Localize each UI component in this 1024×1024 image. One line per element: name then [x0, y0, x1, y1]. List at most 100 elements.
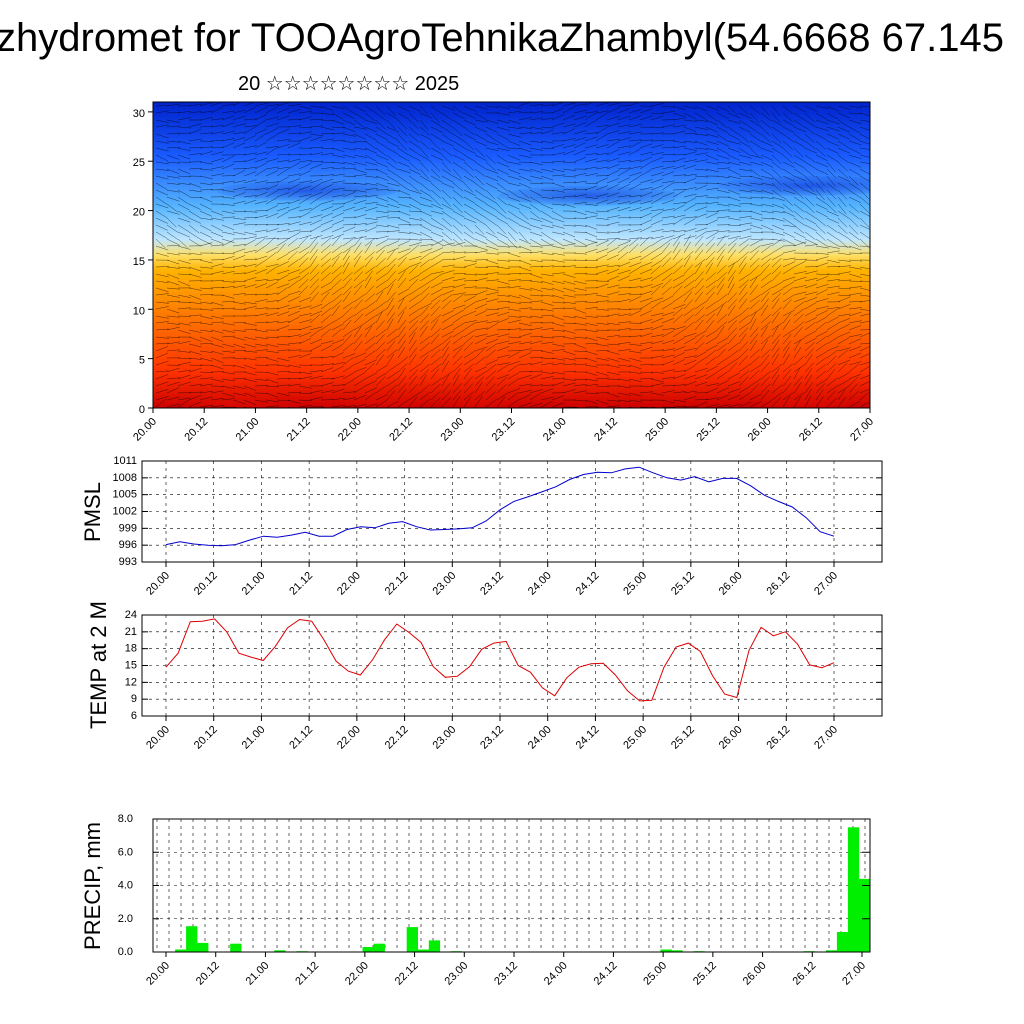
wind-barb	[705, 112, 717, 121]
wind-barb	[265, 128, 278, 135]
wind-barb	[496, 182, 508, 192]
wind-barb	[320, 138, 334, 142]
wind-barb	[364, 194, 378, 198]
chart-subtitle: 20 ☆☆☆☆☆☆☆☆ 2025	[238, 73, 460, 95]
wind-barb	[815, 316, 828, 324]
wind-barb	[496, 266, 510, 270]
wind-barb	[485, 217, 497, 226]
wind-barb	[507, 259, 521, 262]
wind-barb	[276, 357, 290, 362]
wind-barb	[419, 119, 429, 131]
wind-barb	[606, 107, 619, 114]
wind-barb	[804, 277, 818, 282]
wind-barb	[826, 285, 840, 289]
wind-barb	[672, 374, 686, 380]
wind-barb	[826, 105, 839, 112]
wind-barb	[386, 271, 396, 282]
wind-barb	[694, 258, 706, 268]
wind-barb	[573, 280, 587, 285]
wind-barb	[298, 319, 312, 324]
wind-barb	[738, 314, 750, 324]
wind-barb	[276, 305, 290, 310]
wind-barb	[298, 185, 312, 191]
wind-barb	[353, 271, 364, 282]
wind-barb	[584, 315, 598, 318]
wind-barb	[298, 331, 312, 338]
wind-barb	[672, 241, 680, 254]
wind-barb	[320, 112, 334, 116]
wind-barb	[826, 306, 840, 310]
wind-barb	[265, 320, 279, 324]
wind-barb	[419, 374, 427, 387]
wind-barb	[199, 210, 212, 217]
wind-barb	[221, 350, 235, 353]
wind-barb	[287, 290, 301, 296]
wind-barb	[342, 161, 356, 166]
wind-barb	[738, 140, 751, 148]
wind-barb	[320, 237, 332, 247]
wind-barb	[309, 326, 323, 331]
wind-barb	[177, 392, 192, 394]
wind-barb	[463, 273, 478, 276]
wind-barb	[166, 161, 180, 164]
wind-barb	[254, 210, 269, 212]
wind-barb	[210, 263, 224, 268]
wind-barb	[661, 278, 672, 289]
wind-barb	[364, 293, 376, 303]
x-tick-label: 27.00	[840, 960, 868, 988]
wind-barb	[617, 184, 630, 191]
wind-barb	[243, 239, 256, 247]
wind-barb	[496, 147, 510, 152]
wind-barb	[518, 210, 529, 221]
wind-barb	[848, 112, 863, 114]
wind-barb	[474, 266, 489, 268]
wind-barb	[397, 112, 410, 120]
wind-barb	[309, 214, 323, 219]
wind-barb	[419, 105, 430, 116]
wind-barb	[650, 236, 664, 240]
wind-barb	[518, 154, 532, 159]
wind-barb	[397, 240, 410, 247]
x-tick-label: 26.00	[746, 416, 774, 444]
y-tick-label: 30	[133, 108, 145, 120]
wind-barb	[738, 175, 753, 178]
wind-barb	[441, 285, 455, 289]
wind-barb	[760, 168, 773, 176]
wind-barb	[320, 119, 335, 122]
wind-barb	[155, 328, 170, 331]
wind-barb	[771, 210, 785, 214]
wind-barb	[441, 251, 455, 254]
wind-barb	[408, 364, 420, 373]
x-tick-label: 21.00	[244, 960, 272, 988]
wind-barb	[430, 105, 442, 114]
wind-barb	[540, 252, 554, 256]
wind-barb	[595, 127, 608, 135]
wind-barb	[529, 147, 543, 151]
wind-barb	[452, 294, 464, 303]
wind-barb	[727, 327, 738, 338]
wind-barb	[540, 287, 554, 291]
wind-barb	[419, 238, 434, 241]
wind-barb	[826, 112, 839, 120]
wind-barb	[606, 192, 620, 198]
wind-barb	[672, 265, 683, 275]
wind-barb	[683, 112, 696, 119]
wind-barb	[155, 293, 169, 296]
wind-barb	[694, 185, 708, 191]
wind-barb	[760, 376, 770, 387]
wind-barb	[859, 203, 870, 214]
wind-barb	[628, 115, 642, 121]
wind-barb	[562, 203, 576, 208]
wind-barb	[606, 116, 620, 121]
wind-barb	[353, 326, 362, 338]
wind-barb	[287, 154, 302, 156]
wind-barb	[815, 217, 827, 227]
wind-barb	[221, 138, 235, 142]
wind-barb	[837, 349, 849, 359]
wind-barb	[331, 187, 345, 191]
wind-barb	[848, 217, 859, 228]
wind-barb	[551, 168, 565, 173]
wind-barb	[474, 224, 485, 235]
wind-barb	[793, 308, 805, 317]
wind-barb	[650, 132, 664, 135]
